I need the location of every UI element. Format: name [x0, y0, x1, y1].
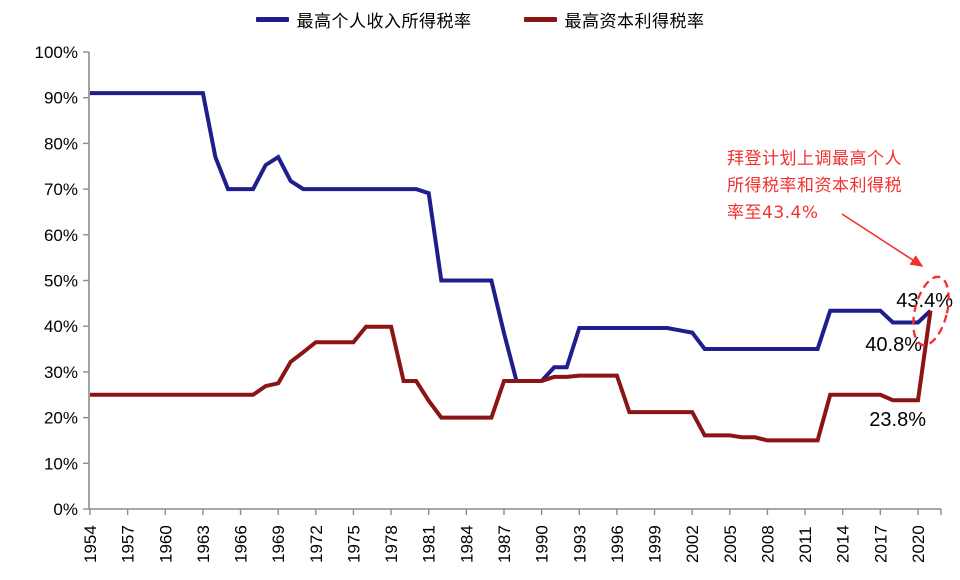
capital-gains-line: [90, 310, 933, 443]
legend-item-capital-gains: 最高资本利得税率: [523, 7, 705, 32]
y-tick-label: 40%: [44, 317, 78, 336]
annotation-arrow: [841, 213, 924, 267]
annotation-line-1: 拜登计划上调最高个人: [727, 149, 902, 169]
x-tick-label: 2017: [871, 525, 890, 563]
legend-label-capital-gains: 最高资本利得税率: [564, 12, 705, 32]
x-tick-label: 1972: [307, 525, 326, 563]
x-tick-label: 1963: [194, 525, 213, 563]
x-tick-label: 2014: [834, 525, 853, 563]
y-tick-label: 90%: [44, 89, 78, 108]
legend-line-swatch-darkred: [523, 17, 557, 22]
y-tick-label: 30%: [44, 363, 78, 382]
x-tick-label: 1966: [232, 525, 251, 563]
y-tick-label: 60%: [44, 226, 78, 245]
legend: 最高个人收入所得税率 最高资本利得税率: [0, 7, 960, 32]
x-tick-label: 1996: [608, 525, 627, 563]
x-tick-label: 1981: [420, 525, 439, 563]
series-lines: [90, 91, 933, 443]
annotation-line-3: 率至43.4%: [727, 203, 819, 223]
y-tick-label: 70%: [44, 180, 78, 199]
x-tick-label: 1975: [344, 525, 363, 563]
x-tick-label: 1960: [156, 525, 175, 563]
y-tick-label: 100%: [35, 43, 78, 62]
y-tick-label: 80%: [44, 134, 78, 153]
x-tick-label: 1990: [533, 525, 552, 563]
y-tick-label: 0%: [53, 500, 78, 519]
y-tick-label: 20%: [44, 409, 78, 428]
axes: 0% 10% 20% 30% 40% 50% 60% 70% 80% 90% 100% 1954 195…: [35, 43, 942, 563]
red-label-23-8: 23.8%: [869, 409, 926, 431]
endpoint-label-43-4: 43.4%: [896, 290, 953, 312]
x-tick-label: 1978: [382, 525, 401, 563]
x-tick-label: 1984: [457, 525, 476, 563]
x-tick-label: 2002: [683, 525, 702, 563]
x-tick-label: 1954: [81, 525, 100, 563]
y-tick-label: 50%: [44, 272, 78, 291]
blue-label-40-8: 40.8%: [865, 334, 922, 356]
x-tick-label: 2011: [796, 526, 815, 563]
legend-line-swatch-blue: [255, 17, 289, 22]
y-tick-label: 10%: [44, 454, 78, 473]
legend-label-income-tax: 最高个人收入所得税率: [296, 12, 472, 32]
x-tick-label: 2020: [909, 525, 928, 563]
x-tick-label: 1969: [269, 525, 288, 563]
annotation-text: 拜登计划上调最高个人 所得税率和资本利得税 率至43.4%: [727, 146, 952, 227]
x-tick-label: 2008: [758, 525, 777, 563]
x-tick-label: 1999: [646, 525, 665, 563]
income-tax-line: [90, 91, 932, 383]
highlight-circle: [912, 275, 950, 347]
legend-item-income-tax: 最高个人收入所得税率: [255, 7, 472, 32]
x-tick-label: 1987: [495, 525, 514, 563]
x-tick-label: 1993: [570, 525, 589, 563]
x-tick-label: 2005: [721, 525, 740, 563]
x-tick-label: 1957: [119, 525, 138, 563]
annotation-layer: 43.4% 40.8% 23.8%: [841, 213, 953, 431]
annotation-line-2: 所得税率和资本利得税: [727, 176, 902, 196]
